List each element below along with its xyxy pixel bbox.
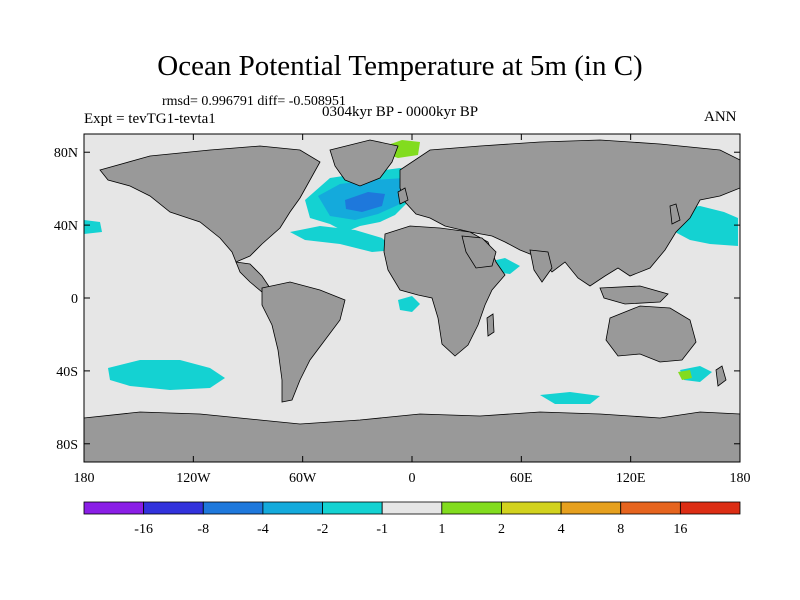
lon-label: 120W xyxy=(176,471,211,486)
lon-label: 180 xyxy=(730,471,751,486)
colorbar-swatch xyxy=(202,501,264,515)
colorbar-swatch xyxy=(262,501,323,515)
lat-label: 0 xyxy=(71,292,78,307)
landmass-eurasia xyxy=(399,139,741,287)
landmass-madagascar xyxy=(486,313,495,337)
colorbar-label: 16 xyxy=(673,522,687,537)
land-layer xyxy=(83,139,741,463)
colorbar-label: -1 xyxy=(376,522,388,537)
experiment-label: Expt = tevTG1-tevta1 xyxy=(84,111,216,127)
lon-label: 60W xyxy=(289,471,317,486)
lat-label: 40S xyxy=(56,365,78,380)
period-label: 0304kyr BP - 0000kyr BP xyxy=(322,104,479,120)
colorbar-label: -8 xyxy=(197,522,209,537)
landmass-north-america xyxy=(99,145,321,263)
landmass-arabia xyxy=(461,235,497,269)
colorbar-swatch xyxy=(381,501,443,515)
lat-label: 40N xyxy=(54,219,78,234)
landmass-southeast-asia-islands xyxy=(599,285,669,305)
latitude-axis: 80N 40N 0 40S 80S xyxy=(54,146,740,453)
colorbar-swatch xyxy=(620,501,681,515)
colorbar-swatch xyxy=(143,501,204,515)
colorbar-swatch xyxy=(560,501,622,515)
landmass-new-zealand xyxy=(715,365,727,387)
colorbar-swatch xyxy=(441,501,502,515)
lon-label: 0 xyxy=(409,471,416,486)
anomaly-layer xyxy=(84,140,738,404)
anomaly-atlantic-tongue xyxy=(290,226,395,252)
anomaly-north-atlantic-strong xyxy=(345,192,385,212)
lon-label: 180 xyxy=(74,471,95,486)
anomaly-south-pacific xyxy=(108,360,225,390)
anomaly-gulf-of-guinea xyxy=(398,296,420,312)
colorbar-label: 1 xyxy=(438,522,445,537)
landmass-greenland xyxy=(329,139,399,187)
longitude-axis: 180 120W 60W 0 60E 120E 180 xyxy=(74,134,751,486)
colorbar-label: -2 xyxy=(317,522,329,537)
map-title: Ocean Potential Temperature at 5m (in C) xyxy=(157,50,643,82)
lat-label: 80N xyxy=(54,146,78,161)
season-label: ANN xyxy=(704,109,737,125)
lon-label: 60E xyxy=(510,471,533,486)
lat-label: 80S xyxy=(56,438,78,453)
colorbar: -16 -8 -4 -2 -1 1 2 4 8 16 xyxy=(83,501,741,537)
colorbar-swatch xyxy=(83,501,145,515)
landmass-uk xyxy=(397,187,409,205)
landmass-japan xyxy=(669,203,681,225)
colorbar-swatch xyxy=(501,501,562,515)
anomaly-north-pacific-east xyxy=(84,220,102,234)
lon-label: 120E xyxy=(616,471,646,486)
landmass-india xyxy=(529,249,553,283)
landmass-australia xyxy=(605,305,697,363)
anomaly-southern-ocean xyxy=(540,392,600,404)
colorbar-label: 2 xyxy=(498,522,505,537)
stats-label: rmsd= 0.996791 diff= -0.508951 xyxy=(162,94,346,109)
landmass-antarctica xyxy=(83,411,741,463)
landmass-south-america xyxy=(261,281,346,403)
colorbar-label: 8 xyxy=(617,522,624,537)
colorbar-label: 4 xyxy=(558,522,565,537)
colorbar-label: -4 xyxy=(257,522,269,537)
anomaly-australia-south-warm xyxy=(678,370,692,380)
colorbar-swatch xyxy=(322,501,383,515)
colorbar-label: -16 xyxy=(134,522,153,537)
colorbar-swatch xyxy=(679,501,741,515)
